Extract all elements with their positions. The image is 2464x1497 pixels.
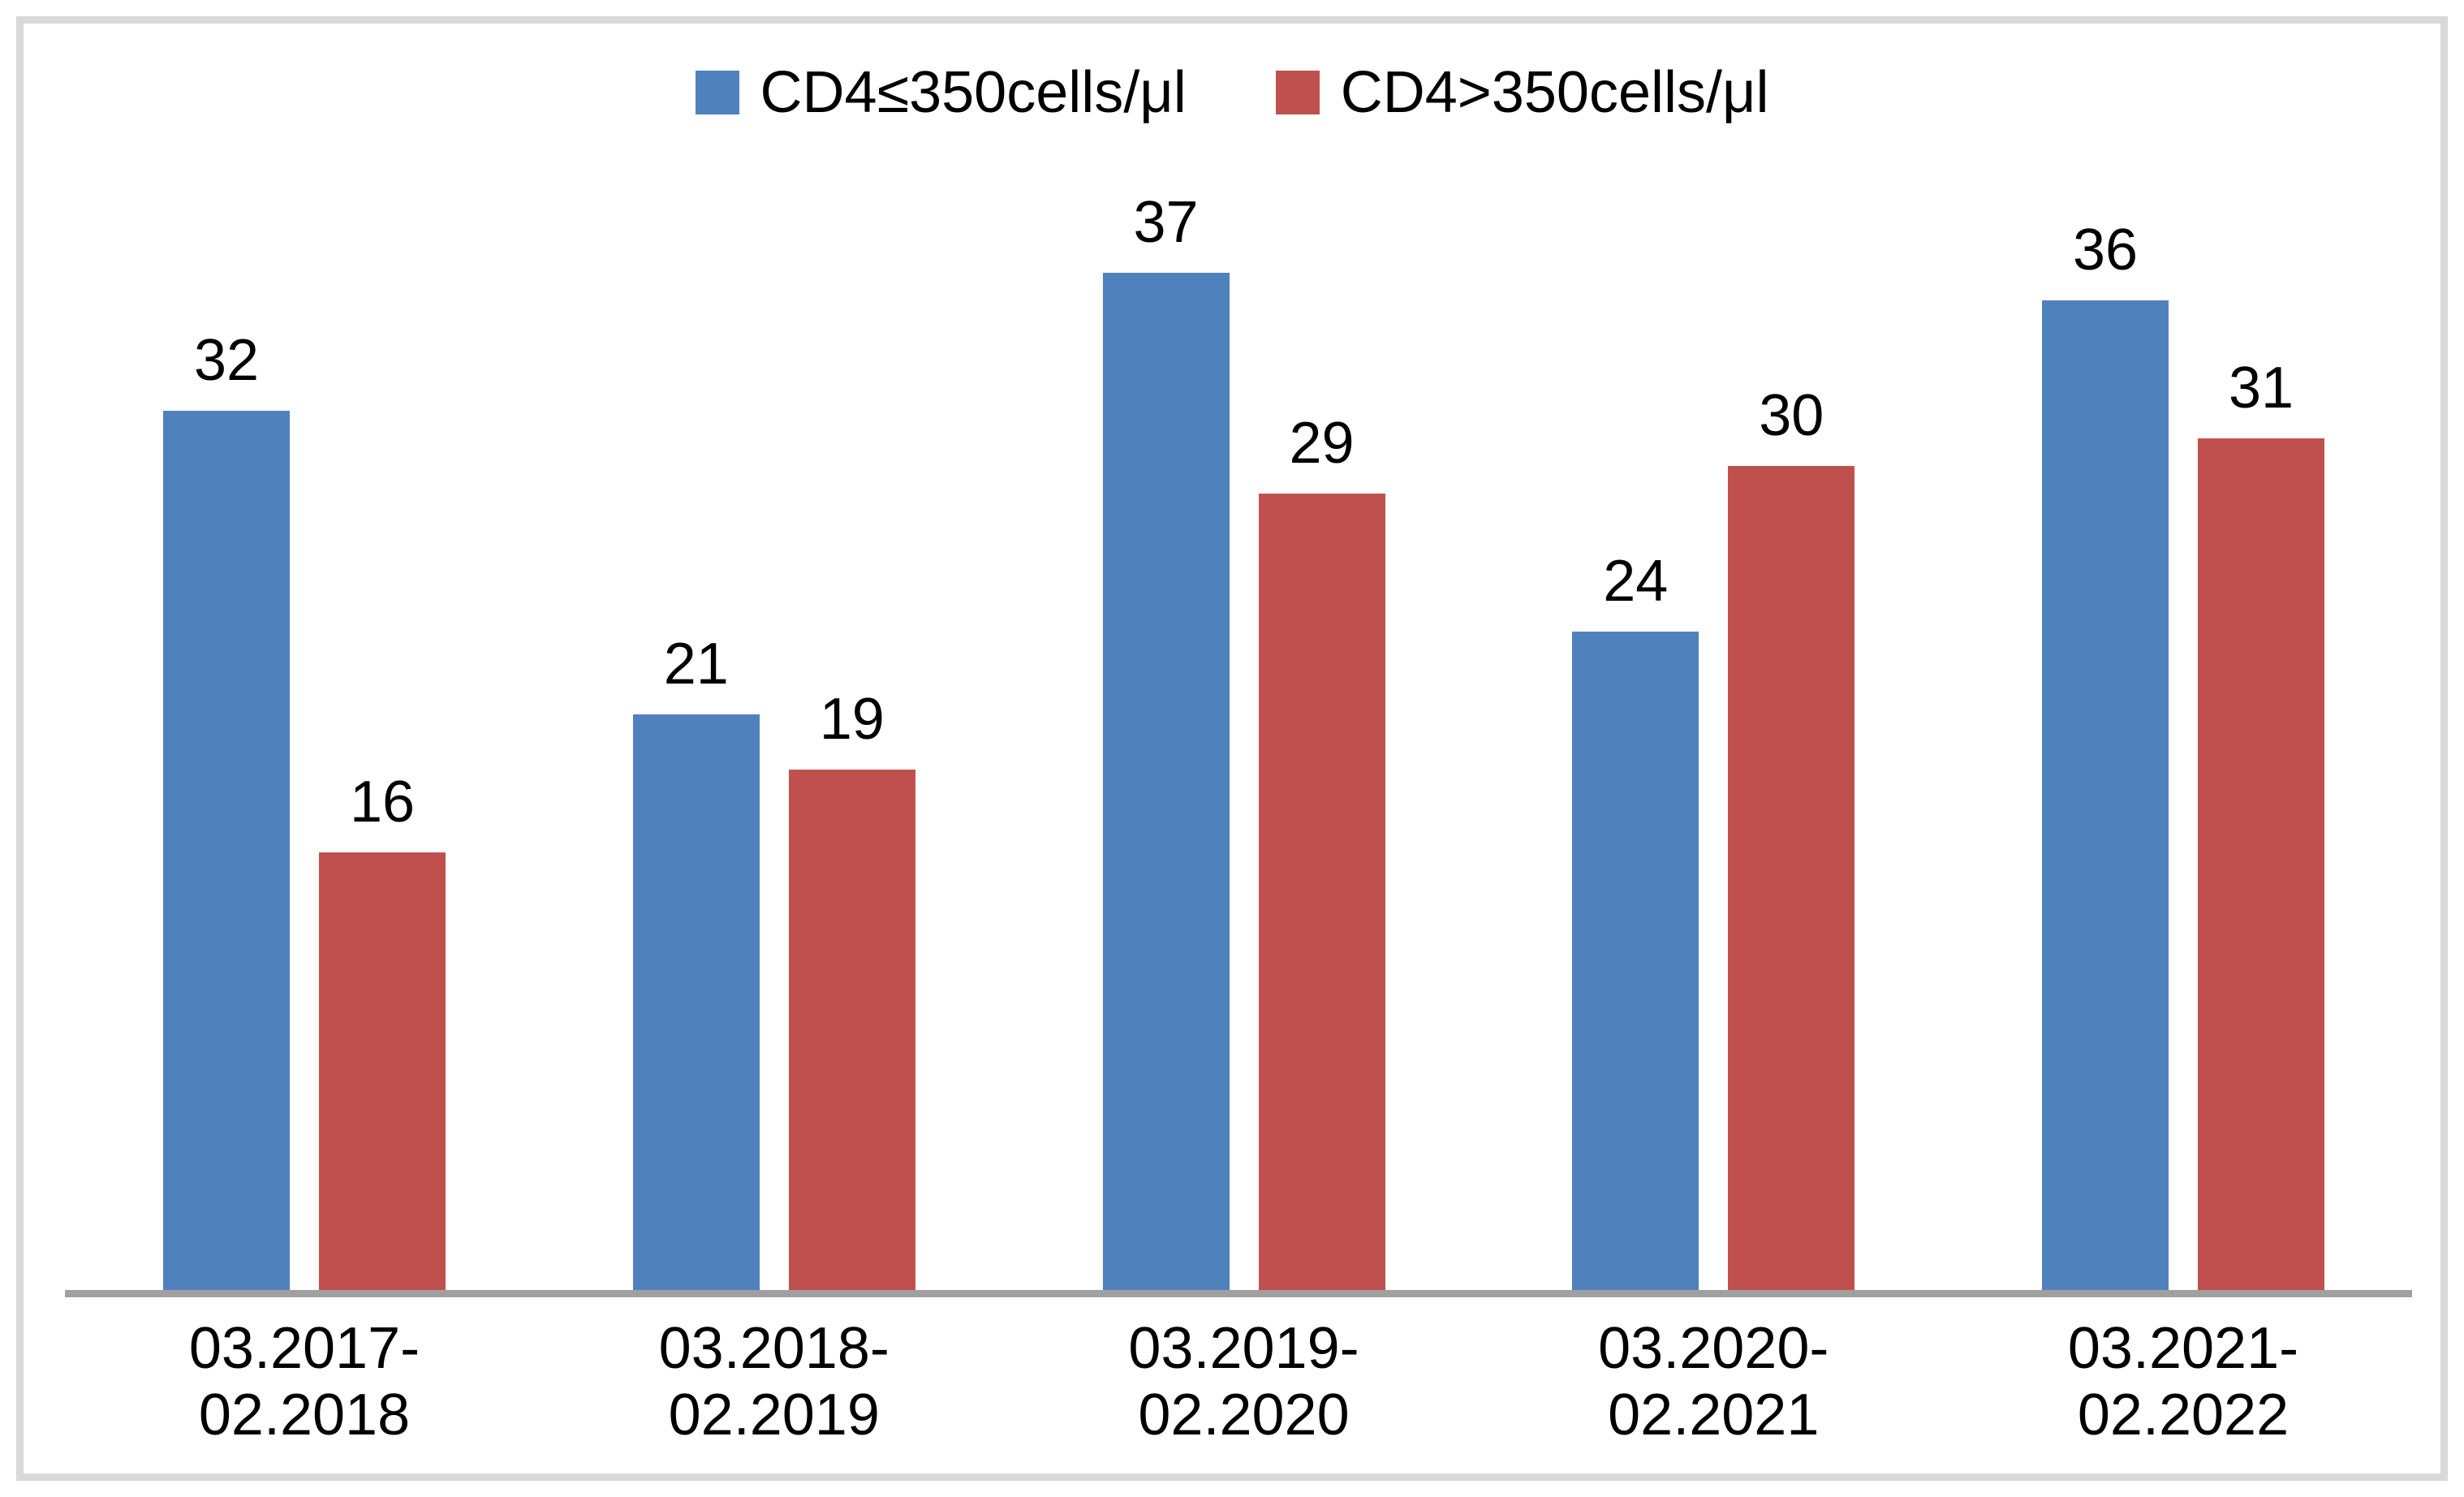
bar-cd4-gt-350 <box>788 770 915 1294</box>
x-axis-label-line2: 02.2022 <box>2077 1383 2290 1448</box>
bar-with-label: 31 <box>2198 359 2324 1294</box>
bar-cd4-gt-350 <box>319 852 446 1294</box>
legend-item-cd4-gt-350: CD4>350cells/μl <box>1275 60 1769 125</box>
x-axis-label-line1: 03.2017- <box>188 1316 420 1381</box>
bar-cd4-le-350 <box>1572 632 1699 1294</box>
bar-with-label: 19 <box>788 687 915 1294</box>
bar-with-label: 29 <box>1258 411 1385 1294</box>
bar-with-label: 36 <box>2042 221 2169 1294</box>
bar-with-label: 32 <box>163 331 290 1294</box>
bar-cd4-gt-350 <box>1728 466 1855 1294</box>
bar-group: 24 30 <box>1572 383 1855 1294</box>
bar-value-label: 24 <box>1603 549 1669 614</box>
x-axis-label-line2: 02.2021 <box>1608 1383 1820 1448</box>
x-axis-label-line1: 03.2020- <box>1598 1316 1829 1381</box>
x-axis-labels: 03.2017- 02.2018 03.2018- 02.2019 03.201… <box>65 1315 2412 1448</box>
legend-swatch-cd4-gt-350-icon <box>1275 71 1320 114</box>
x-axis-label: 03.2020- 02.2021 <box>1572 1315 1854 1448</box>
bar-cd4-le-350 <box>1102 273 1230 1294</box>
bar-group: 37 29 <box>1102 190 1385 1294</box>
x-axis-label: 03.2017- 02.2018 <box>163 1315 446 1448</box>
bar-cd4-gt-350 <box>2198 438 2324 1294</box>
bar-group: 32 16 <box>163 331 446 1294</box>
legend-label-cd4-gt-350: CD4>350cells/μl <box>1340 60 1769 125</box>
bar-value-label: 19 <box>819 687 885 752</box>
x-axis-label-line1: 03.2018- <box>658 1316 890 1381</box>
bar-cd4-le-350 <box>2042 300 2169 1294</box>
x-axis-label-line2: 02.2020 <box>1138 1383 1350 1448</box>
x-axis-label: 03.2019- 02.2020 <box>1103 1315 1385 1448</box>
bar-with-label: 16 <box>319 773 446 1294</box>
bar-with-label: 24 <box>1572 552 1699 1294</box>
bar-value-label: 37 <box>1133 190 1199 255</box>
bar-with-label: 37 <box>1102 190 1230 1294</box>
bar-group: 21 19 <box>632 632 915 1294</box>
legend-label-cd4-le-350: CD4≤350cells/μl <box>760 60 1187 125</box>
legend-item-cd4-le-350: CD4≤350cells/μl <box>695 60 1187 125</box>
x-axis-label-line2: 02.2018 <box>198 1383 411 1448</box>
x-axis-label-line1: 03.2021- <box>2067 1316 2299 1381</box>
x-axis-line <box>65 1290 2412 1297</box>
bar-cd4-le-350 <box>632 714 760 1294</box>
legend: CD4≤350cells/μl CD4>350cells/μl <box>0 63 2464 122</box>
bar-group: 36 31 <box>2042 221 2324 1294</box>
x-axis-label: 03.2021- 02.2022 <box>2042 1315 2324 1448</box>
x-axis-label-line1: 03.2019- <box>1128 1316 1359 1381</box>
bar-value-label: 29 <box>1289 411 1355 476</box>
x-axis-label-line2: 02.2019 <box>668 1383 880 1448</box>
plot-area: 32 16 21 19 37 29 24 30 36 31 <box>65 193 2412 1294</box>
bar-cd4-gt-350 <box>1258 494 1385 1294</box>
bar-with-label: 21 <box>632 632 760 1294</box>
bar-value-label: 32 <box>193 328 260 393</box>
bar-cd4-le-350 <box>163 411 290 1294</box>
bar-value-label: 31 <box>2228 356 2294 421</box>
bar-value-label: 16 <box>349 770 416 835</box>
bar-value-label: 30 <box>1759 383 1824 448</box>
bar-with-label: 30 <box>1728 383 1855 1294</box>
bar-value-label: 36 <box>2072 218 2139 283</box>
bar-value-label: 21 <box>663 632 729 697</box>
x-axis-label: 03.2018- 02.2019 <box>633 1315 915 1448</box>
legend-swatch-cd4-le-350-icon <box>695 71 739 114</box>
